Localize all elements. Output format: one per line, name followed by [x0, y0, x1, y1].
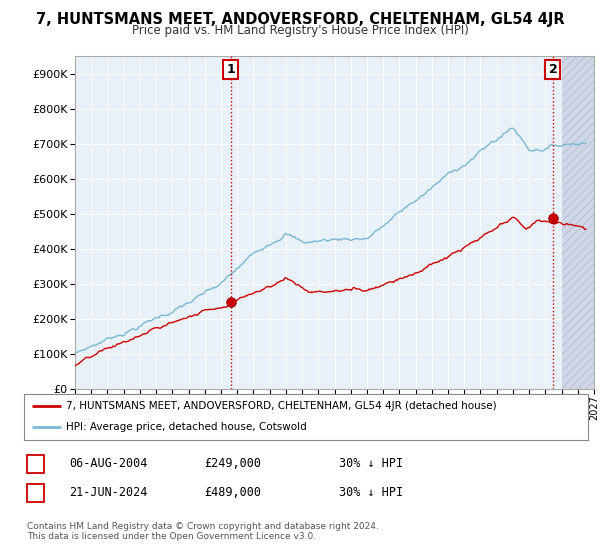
Text: 30% ↓ HPI: 30% ↓ HPI — [339, 457, 403, 470]
Text: 2: 2 — [32, 486, 40, 500]
Text: £489,000: £489,000 — [204, 486, 261, 500]
Text: 7, HUNTSMANS MEET, ANDOVERSFORD, CHELTENHAM, GL54 4JR (detached house): 7, HUNTSMANS MEET, ANDOVERSFORD, CHELTEN… — [66, 401, 497, 411]
Bar — [562, 56, 594, 389]
Text: £249,000: £249,000 — [204, 457, 261, 470]
Text: 30% ↓ HPI: 30% ↓ HPI — [339, 486, 403, 500]
Text: 7, HUNTSMANS MEET, ANDOVERSFORD, CHELTENHAM, GL54 4JR: 7, HUNTSMANS MEET, ANDOVERSFORD, CHELTEN… — [35, 12, 565, 27]
Text: 06-AUG-2004: 06-AUG-2004 — [69, 457, 148, 470]
Text: 1: 1 — [32, 457, 40, 470]
Text: Contains HM Land Registry data © Crown copyright and database right 2024.
This d: Contains HM Land Registry data © Crown c… — [27, 522, 379, 542]
Text: 1: 1 — [226, 63, 235, 76]
Text: HPI: Average price, detached house, Cotswold: HPI: Average price, detached house, Cots… — [66, 422, 307, 432]
Text: 2: 2 — [548, 63, 557, 76]
Text: Price paid vs. HM Land Registry's House Price Index (HPI): Price paid vs. HM Land Registry's House … — [131, 24, 469, 36]
Text: 21-JUN-2024: 21-JUN-2024 — [69, 486, 148, 500]
Bar — [562, 56, 594, 389]
